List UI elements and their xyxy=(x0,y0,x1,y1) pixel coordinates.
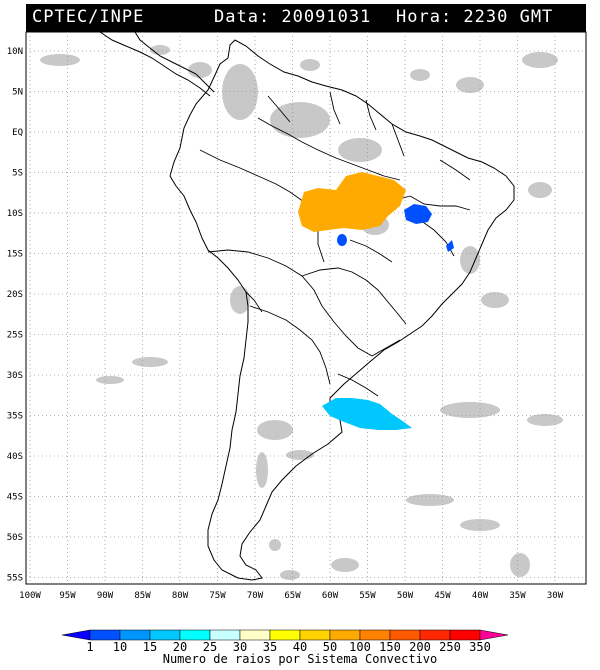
title-bar: CPTEC/INPE Data: 20091031 Hora: 2230 GMT xyxy=(26,4,586,32)
legend-swatch xyxy=(89,629,121,641)
legend-tick-label: 15 xyxy=(143,640,157,652)
lat-tick-label: 30S xyxy=(7,371,23,381)
legend-swatch xyxy=(61,629,91,641)
system-central-brazil xyxy=(298,172,406,232)
system-rio-de-la-plata xyxy=(322,398,412,430)
lat-tick-label: 25S xyxy=(7,331,23,341)
lat-tick-label: 10N xyxy=(7,47,23,57)
lat-tick-label: 20S xyxy=(7,290,23,300)
lat-tick-label: EQ xyxy=(12,128,23,138)
legend-tick-label: 100 xyxy=(349,640,371,652)
legend-tick-label: 50 xyxy=(323,640,337,652)
lon-tick-label: 70W xyxy=(247,591,264,601)
lon-tick-label: 50W xyxy=(397,591,414,601)
lon-tick-label: 95W xyxy=(59,591,76,601)
central-america-coastline xyxy=(134,31,215,93)
legend-swatch xyxy=(329,629,361,641)
legend-swatch xyxy=(479,629,509,641)
lon-tick-label: 80W xyxy=(172,591,189,601)
legend-swatch xyxy=(419,629,451,641)
legend-title: Numero de raios por Sistema Convectivo xyxy=(162,652,438,666)
legend-tick-label: 150 xyxy=(379,640,401,652)
legend-tick-label: 25 xyxy=(203,640,217,652)
lon-tick-label: 55W xyxy=(359,591,376,601)
lat-tick-label: 35S xyxy=(7,412,23,422)
legend-tick-label: 10 xyxy=(113,640,127,652)
south-america-coastline xyxy=(169,39,515,581)
color-legend: 1 10 15 20 25 30 35 40 50 100 150 200 250 350 xyxy=(61,629,509,652)
legend-swatch xyxy=(149,629,181,641)
lat-tick-label: 5S xyxy=(12,169,23,179)
date-label: Data: 20091031 xyxy=(214,7,372,27)
legend-swatch xyxy=(179,629,211,641)
lon-tick-label: 45W xyxy=(434,591,451,601)
legend-swatch xyxy=(389,629,421,641)
system-mato-grosso xyxy=(337,234,347,246)
lat-tick-label: 40S xyxy=(7,452,23,462)
legend-swatch xyxy=(359,629,391,641)
lon-tick-label: 30W xyxy=(547,591,564,601)
legend-tick-label: 20 xyxy=(173,640,187,652)
lon-tick-label: 90W xyxy=(97,591,114,601)
legend-tick-label: 1 xyxy=(86,640,93,652)
cloud-cover xyxy=(40,45,563,580)
lon-tick-label: 60W xyxy=(322,591,339,601)
legend-tick-label: 35 xyxy=(263,640,277,652)
agency-label: CPTEC/INPE xyxy=(32,7,145,27)
lat-tick-label: 15S xyxy=(7,250,23,260)
time-label: Hora: 2230 GMT xyxy=(396,7,554,27)
legend-tick-label: 250 xyxy=(439,640,461,652)
legend-swatch xyxy=(119,629,151,641)
lon-tick-label: 75W xyxy=(209,591,226,601)
legend-swatch xyxy=(239,629,271,641)
lightning-map: 10N5NEQ5S10S15S20S25S30S35S40S45S50S55S … xyxy=(7,31,587,601)
lat-tick-label: 10S xyxy=(7,209,23,219)
lat-tick-label: 55S xyxy=(7,574,23,584)
lat-tick-label: 45S xyxy=(7,493,23,503)
system-minas xyxy=(446,240,454,252)
lon-tick-label: 100W xyxy=(19,591,41,601)
legend-tick-label: 30 xyxy=(233,640,247,652)
legend-tick-label: 40 xyxy=(293,640,307,652)
lat-tick-label: 50S xyxy=(7,533,23,543)
country-borders xyxy=(199,91,471,397)
latitude-labels: 10N 5N EQ 5S 10S 15S 20S 25S 30S 35S 40S 45S 50S 55S xyxy=(7,47,23,584)
legend-swatch xyxy=(299,629,331,641)
lat-tick-label: 5N xyxy=(12,88,23,98)
lon-tick-label: 40W xyxy=(472,591,489,601)
lon-tick-label: 65W xyxy=(284,591,301,601)
legend-swatch xyxy=(209,629,241,641)
lon-tick-label: 85W xyxy=(134,591,151,601)
legend-tick-label: 350 xyxy=(469,640,491,652)
legend-swatch xyxy=(449,629,481,641)
convective-systems xyxy=(298,172,454,430)
longitude-labels: 100W 95W 90W 85W 80W 75W 70W 65W 60W 55W 50W 45W 40W… xyxy=(19,591,564,601)
legend-tick-label: 200 xyxy=(409,640,431,652)
legend-swatch xyxy=(269,629,301,641)
lon-tick-label: 35W xyxy=(509,591,526,601)
system-bahia xyxy=(404,204,432,224)
